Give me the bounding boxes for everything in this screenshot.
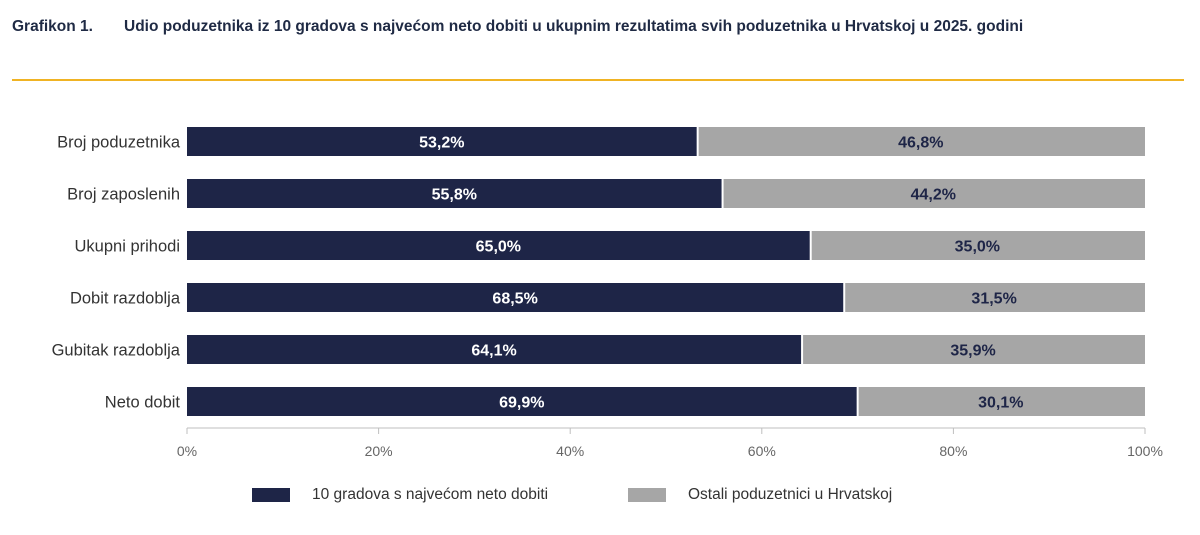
data-label: 35,9% — [950, 343, 995, 360]
data-label: 53,2% — [419, 135, 464, 152]
data-label: 30,1% — [978, 395, 1023, 412]
data-label: 46,8% — [898, 135, 943, 152]
x-tick-label: 100% — [1127, 443, 1163, 459]
bar-other — [845, 283, 1145, 312]
title-divider — [12, 79, 1184, 81]
category-label: Broj poduzetnika — [57, 134, 181, 152]
figure-title: Udio poduzetnika iz 10 gradova s najvećo… — [124, 18, 1024, 35]
legend-item-top10: 10 gradova s najvećom neto dobiti — [252, 486, 548, 504]
bar-other — [698, 127, 1145, 156]
bar-top10 — [187, 231, 810, 260]
bar-top10 — [187, 335, 802, 364]
data-label: 55,8% — [432, 187, 477, 204]
bar-top10 — [187, 283, 844, 312]
category-label: Neto dobit — [105, 394, 181, 412]
figure-label: Grafikon 1. — [12, 18, 93, 35]
bar-top10 — [187, 127, 697, 156]
category-label: Gubitak razdoblja — [52, 342, 181, 360]
bar-top10 — [187, 179, 722, 208]
bar-top10 — [187, 387, 857, 416]
data-label: 69,9% — [499, 395, 544, 412]
legend-item-other: Ostali poduzetnici u Hrvatskoj — [628, 486, 892, 504]
x-tick-label: 40% — [556, 443, 584, 459]
legend-swatch-top10 — [252, 488, 290, 502]
data-label: 44,2% — [911, 187, 956, 204]
x-tick-label: 20% — [365, 443, 393, 459]
data-label: 31,5% — [971, 291, 1016, 308]
legend: 10 gradova s najvećom neto dobiti Ostali… — [0, 486, 1200, 510]
bar-other — [803, 335, 1145, 364]
bar-other — [723, 179, 1145, 208]
category-label: Ukupni prihodi — [75, 238, 180, 256]
bar-other — [858, 387, 1145, 416]
legend-label-other: Ostali poduzetnici u Hrvatskoj — [688, 486, 893, 503]
bar-other — [811, 231, 1145, 260]
category-label: Broj zaposlenih — [67, 186, 180, 204]
data-label: 68,5% — [492, 291, 537, 308]
legend-label-top10: 10 gradova s najvećom neto dobiti — [312, 486, 549, 503]
data-label: 35,0% — [955, 239, 1000, 256]
data-label: 64,1% — [471, 343, 516, 360]
legend-swatch-other — [628, 488, 666, 502]
x-tick-label: 80% — [939, 443, 967, 459]
data-label: 65,0% — [476, 239, 521, 256]
x-tick-label: 60% — [748, 443, 776, 459]
category-label: Dobit razdoblja — [70, 290, 181, 308]
x-tick-label: 0% — [177, 443, 197, 459]
